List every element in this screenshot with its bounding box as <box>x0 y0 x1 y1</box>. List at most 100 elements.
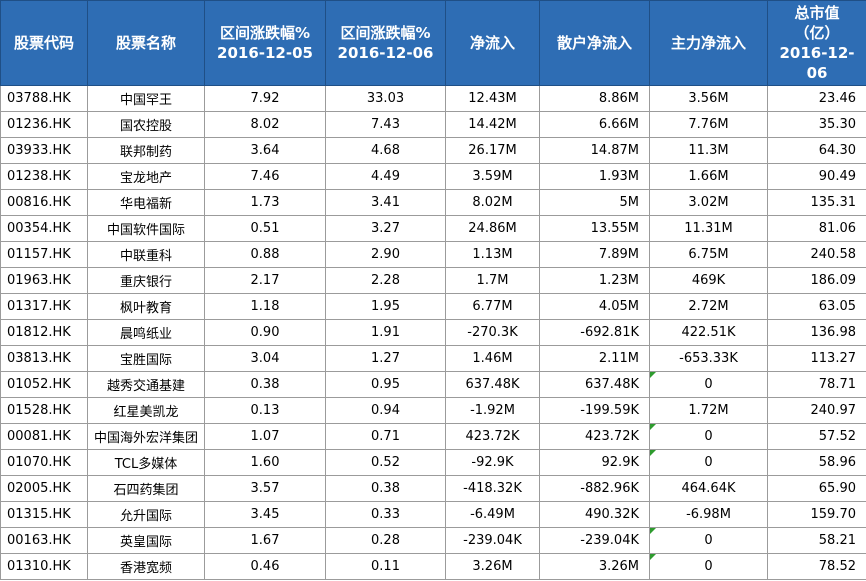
cell-change-1206: 0.71 <box>325 423 446 450</box>
cell-change-1206: 3.41 <box>325 189 446 216</box>
cell-stock-code: 01963.HK <box>0 267 88 294</box>
cell-market-cap: 78.71 <box>767 371 866 398</box>
cell-main-inflow: 469K <box>649 267 768 294</box>
cell-stock-name: 中国罕王 <box>87 85 205 112</box>
cell-market-cap: 135.31 <box>767 189 866 216</box>
cell-market-cap: 81.06 <box>767 215 866 242</box>
table-row: 00081.HK 中国海外宏洋集团 1.07 0.71 423.72K 423.72K 0 5… <box>0 423 866 450</box>
cell-retail-inflow: 1.23M <box>539 267 650 294</box>
cell-market-cap: 90.49 <box>767 163 866 190</box>
table-row: 00163.HK 英皇国际 1.67 0.28 -239.04K -239.04K 0 58.… <box>0 527 866 554</box>
cell-stock-name: 中联重科 <box>87 241 205 268</box>
cell-stock-code: 00081.HK <box>0 423 88 450</box>
table-row: 01070.HK TCL多媒体 1.60 0.52 -92.9K 92.9K 0 58.96 <box>0 449 866 476</box>
table-row: 01157.HK 中联重科 0.88 2.90 1.13M 7.89M 6.75M 240.5… <box>0 241 866 268</box>
cell-main-inflow: 6.75M <box>649 241 768 268</box>
cell-change-1205: 3.04 <box>204 345 326 372</box>
cell-net-inflow: 3.26M <box>445 553 540 580</box>
cell-main-inflow: 0 <box>649 449 768 476</box>
table-row: 01963.HK 重庆银行 2.17 2.28 1.7M 1.23M 469K 186.09 <box>0 267 866 294</box>
cell-main-inflow: 0 <box>649 527 768 554</box>
cell-main-inflow: 11.31M <box>649 215 768 242</box>
cell-market-cap: 240.97 <box>767 397 866 424</box>
cell-main-inflow: 1.72M <box>649 397 768 424</box>
cell-net-inflow: 1.7M <box>445 267 540 294</box>
cell-stock-code: 00354.HK <box>0 215 88 242</box>
cell-stock-code: 01315.HK <box>0 501 88 528</box>
cell-main-inflow: 422.51K <box>649 319 768 346</box>
cell-retail-inflow: -239.04K <box>539 527 650 554</box>
table-row: 01528.HK 红星美凯龙 0.13 0.94 -1.92M -199.59K 1.72M… <box>0 397 866 424</box>
cell-change-1206: 1.27 <box>325 345 446 372</box>
cell-change-1206: 2.28 <box>325 267 446 294</box>
table-row: 01238.HK 宝龙地产 7.46 4.49 3.59M 1.93M 1.66M 90.49 <box>0 163 866 190</box>
cell-retail-inflow: 7.89M <box>539 241 650 268</box>
cell-stock-name: 华电福新 <box>87 189 205 216</box>
cell-change-1205: 2.17 <box>204 267 326 294</box>
cell-stock-code: 01052.HK <box>0 371 88 398</box>
cell-stock-name: 香港宽频 <box>87 553 205 580</box>
cell-stock-code: 03788.HK <box>0 85 88 112</box>
table-body: 03788.HK 中国罕王 7.92 33.03 12.43M 8.86M 3.56M 23.… <box>0 85 866 580</box>
cell-stock-name: TCL多媒体 <box>87 449 205 476</box>
cell-main-inflow: 7.76M <box>649 111 768 138</box>
cell-market-cap: 78.52 <box>767 553 866 580</box>
header-change-1205-label: 区间涨跌幅% <box>219 24 311 42</box>
cell-market-cap: 35.30 <box>767 111 866 138</box>
cell-market-cap: 58.21 <box>767 527 866 554</box>
cell-market-cap: 63.05 <box>767 293 866 320</box>
cell-main-inflow: 0 <box>649 423 768 450</box>
table-row: 01812.HK 晨鸣纸业 0.90 1.91 -270.3K -692.81K 422.5… <box>0 319 866 346</box>
cell-change-1205: 0.88 <box>204 241 326 268</box>
cell-change-1205: 1.07 <box>204 423 326 450</box>
cell-stock-name: 晨鸣纸业 <box>87 319 205 346</box>
cell-net-inflow: -418.32K <box>445 475 540 502</box>
cell-retail-inflow: 5M <box>539 189 650 216</box>
cell-net-inflow: -6.49M <box>445 501 540 528</box>
cell-market-cap: 64.30 <box>767 137 866 164</box>
cell-change-1205: 0.38 <box>204 371 326 398</box>
header-change-1206: 区间涨跌幅% 2016-12-06 <box>325 0 446 86</box>
cell-market-cap: 136.98 <box>767 319 866 346</box>
cell-change-1206: 3.27 <box>325 215 446 242</box>
cell-change-1206: 0.38 <box>325 475 446 502</box>
cell-stock-code: 02005.HK <box>0 475 88 502</box>
cell-net-inflow: -1.92M <box>445 397 540 424</box>
cell-stock-code: 01310.HK <box>0 553 88 580</box>
cell-market-cap: 113.27 <box>767 345 866 372</box>
cell-change-1205: 0.13 <box>204 397 326 424</box>
cell-net-inflow: -239.04K <box>445 527 540 554</box>
cell-retail-inflow: 1.93M <box>539 163 650 190</box>
table-row: 01310.HK 香港宽频 0.46 0.11 3.26M 3.26M 0 78.52 <box>0 553 866 580</box>
cell-market-cap: 186.09 <box>767 267 866 294</box>
header-net-inflow: 净流入 <box>445 0 540 86</box>
table-row: 02005.HK 石四药集团 3.57 0.38 -418.32K -882.96K 464… <box>0 475 866 502</box>
cell-change-1205: 0.51 <box>204 215 326 242</box>
cell-change-1205: 3.45 <box>204 501 326 528</box>
cell-main-inflow: 1.66M <box>649 163 768 190</box>
cell-change-1206: 4.49 <box>325 163 446 190</box>
cell-stock-code: 01238.HK <box>0 163 88 190</box>
cell-stock-name: 允升国际 <box>87 501 205 528</box>
cell-market-cap: 240.58 <box>767 241 866 268</box>
cell-change-1205: 0.90 <box>204 319 326 346</box>
table-row: 03813.HK 宝胜国际 3.04 1.27 1.46M 2.11M -653.33K 11… <box>0 345 866 372</box>
cell-stock-name: 石四药集团 <box>87 475 205 502</box>
header-market-cap-date: 2016-12-06 <box>779 44 855 82</box>
header-row: 股票代码 股票名称 区间涨跌幅% 2016-12-05 区间涨跌幅% 2016-… <box>0 0 866 86</box>
cell-change-1206: 1.91 <box>325 319 446 346</box>
cell-stock-name: 宝胜国际 <box>87 345 205 372</box>
header-change-1206-date: 2016-12-06 <box>337 44 434 62</box>
cell-change-1205: 1.18 <box>204 293 326 320</box>
cell-stock-code: 01812.HK <box>0 319 88 346</box>
cell-retail-inflow: 14.87M <box>539 137 650 164</box>
cell-stock-code: 01070.HK <box>0 449 88 476</box>
cell-stock-name: 宝龙地产 <box>87 163 205 190</box>
cell-market-cap: 65.90 <box>767 475 866 502</box>
cell-change-1206: 0.52 <box>325 449 446 476</box>
cell-retail-inflow: -882.96K <box>539 475 650 502</box>
cell-net-inflow: 1.46M <box>445 345 540 372</box>
cell-stock-name: 英皇国际 <box>87 527 205 554</box>
cell-stock-code: 03813.HK <box>0 345 88 372</box>
table-row: 01052.HK 越秀交通基建 0.38 0.95 637.48K 637.48K 0 78.… <box>0 371 866 398</box>
